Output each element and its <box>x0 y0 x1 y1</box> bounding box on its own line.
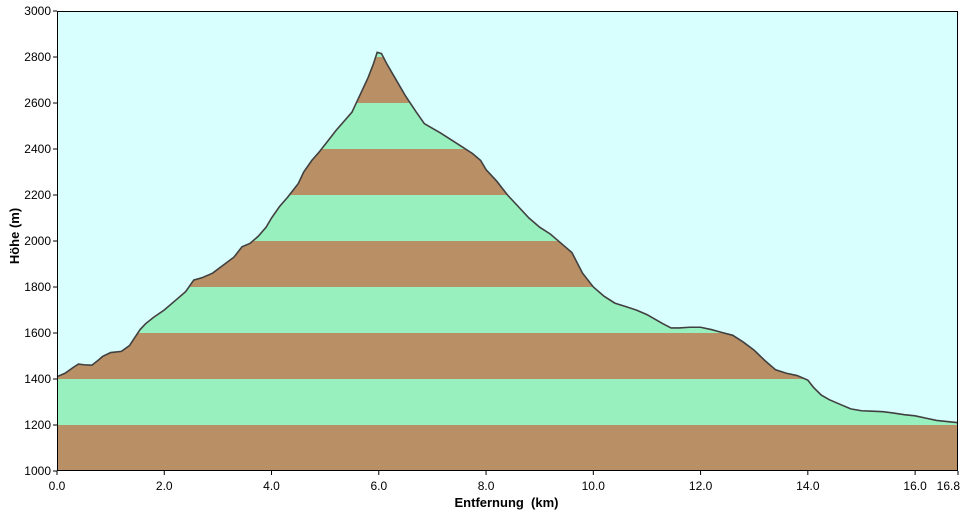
elevation-band <box>57 379 958 425</box>
x-tick-label: 10.0 <box>582 479 606 493</box>
y-axis-title: Höhe (m) <box>7 208 22 264</box>
y-tick-label: 2000 <box>24 234 51 248</box>
plot-frame <box>57 11 958 471</box>
y-tick-label: 3000 <box>24 4 51 18</box>
y-tick-label: 1800 <box>24 280 51 294</box>
elevation-band <box>57 425 958 471</box>
y-tick-label: 1600 <box>24 326 51 340</box>
x-tick-label: 8.0 <box>478 479 495 493</box>
y-axis: 1000 1200 1400 1600 1800 2000 2200 2400 2600 2800… <box>24 4 57 478</box>
x-tick-label: 16.8 <box>937 479 961 493</box>
x-tick-label: 16.0 <box>903 479 927 493</box>
y-tick-label: 1000 <box>24 464 51 478</box>
x-tick-label: 6.0 <box>370 479 387 493</box>
x-tick-label: 14.0 <box>796 479 820 493</box>
x-axis-title: Entfernung (km) <box>455 495 559 510</box>
profile-line <box>56 51 959 424</box>
x-axis: 0.0 2.0 4.0 6.0 8.0 10.0 12.0 14.0 16.0 16.8 <box>49 471 961 493</box>
y-tick-label: 2800 <box>24 50 51 64</box>
y-tick-label: 2400 <box>24 142 51 156</box>
y-tick-label: 2600 <box>24 96 51 110</box>
x-tick-label: 12.0 <box>689 479 713 493</box>
y-tick-label: 1200 <box>24 418 51 432</box>
x-tick-label: 2.0 <box>156 479 173 493</box>
x-tick-label: 4.0 <box>263 479 280 493</box>
x-tick-label: 0.0 <box>49 479 66 493</box>
y-tick-label: 2200 <box>24 188 51 202</box>
y-tick-label: 1400 <box>24 372 51 386</box>
